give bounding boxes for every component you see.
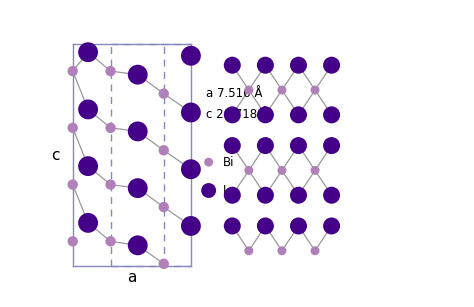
Circle shape (128, 235, 148, 255)
Circle shape (244, 166, 253, 175)
Circle shape (158, 145, 169, 156)
Circle shape (310, 166, 319, 175)
Circle shape (323, 57, 340, 74)
Circle shape (323, 217, 340, 235)
Circle shape (224, 137, 241, 154)
Circle shape (290, 137, 307, 154)
Circle shape (323, 137, 340, 154)
Circle shape (158, 258, 169, 269)
Circle shape (181, 103, 201, 122)
Text: a 7.516 Å: a 7.516 Å (206, 87, 263, 100)
Circle shape (78, 99, 98, 119)
Circle shape (105, 66, 116, 76)
Circle shape (257, 106, 274, 123)
Circle shape (181, 46, 201, 66)
Circle shape (105, 123, 116, 133)
Circle shape (323, 106, 340, 123)
Circle shape (78, 213, 98, 233)
Circle shape (67, 179, 78, 190)
Circle shape (290, 217, 307, 235)
Text: I: I (223, 184, 226, 197)
Circle shape (158, 88, 169, 99)
Circle shape (128, 178, 148, 198)
Circle shape (67, 236, 78, 247)
Circle shape (224, 57, 241, 74)
Circle shape (204, 158, 213, 166)
Circle shape (67, 66, 78, 76)
Circle shape (310, 86, 319, 95)
Circle shape (181, 216, 201, 236)
Circle shape (78, 156, 98, 176)
Circle shape (158, 202, 169, 212)
Text: c: c (51, 148, 59, 162)
Text: a: a (127, 270, 137, 286)
Circle shape (224, 187, 241, 204)
Circle shape (257, 57, 274, 74)
Circle shape (224, 106, 241, 123)
Circle shape (290, 187, 307, 204)
Circle shape (290, 106, 307, 123)
Circle shape (257, 217, 274, 235)
Circle shape (128, 122, 148, 141)
Circle shape (323, 187, 340, 204)
Circle shape (181, 159, 201, 179)
Text: c 20.718 Å: c 20.718 Å (206, 108, 269, 121)
Circle shape (105, 179, 116, 190)
Circle shape (244, 86, 253, 95)
Circle shape (201, 183, 216, 198)
Circle shape (277, 166, 286, 175)
Circle shape (128, 65, 148, 85)
Circle shape (244, 246, 253, 255)
Circle shape (105, 236, 116, 247)
Circle shape (290, 57, 307, 74)
Circle shape (257, 137, 274, 154)
Circle shape (277, 86, 286, 95)
Circle shape (310, 246, 319, 255)
Circle shape (257, 187, 274, 204)
Circle shape (277, 246, 286, 255)
Circle shape (67, 123, 78, 133)
Text: Bi: Bi (223, 156, 234, 169)
Circle shape (224, 217, 241, 235)
Circle shape (78, 42, 98, 62)
